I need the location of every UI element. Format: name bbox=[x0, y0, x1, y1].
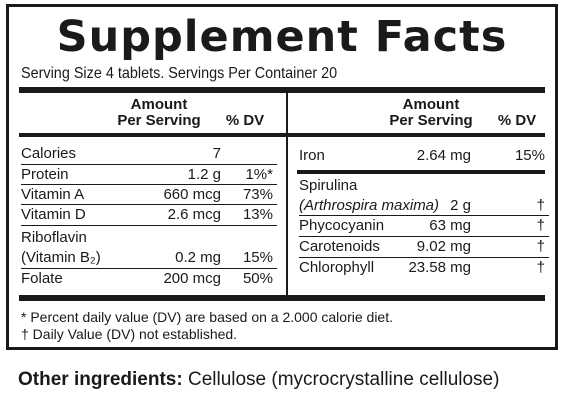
row-amount: 7 bbox=[212, 145, 221, 162]
row-name-line2: (Arthrospira maxima) bbox=[299, 197, 440, 214]
row-name: Carotenoids bbox=[299, 238, 380, 255]
right-dv-header: % DV bbox=[497, 112, 537, 129]
row-amount: 1.2 g bbox=[187, 166, 221, 183]
row-name: Iron bbox=[299, 147, 325, 164]
other-ingredients-label: Other ingredients: bbox=[18, 369, 183, 390]
row-amount: 2.64 mg bbox=[416, 147, 471, 164]
row-divider bbox=[299, 257, 549, 258]
row-name: Vitamin A bbox=[21, 186, 85, 203]
row-dv: † bbox=[536, 197, 545, 214]
row-amount: 0.2 mg bbox=[175, 249, 221, 266]
row-name: Calories bbox=[21, 145, 77, 162]
row-dv: 1%* bbox=[245, 166, 273, 183]
amount-header-line2: Per Serving bbox=[117, 112, 201, 129]
row-name: Spirulina bbox=[299, 177, 358, 194]
row-name: Vitamin D bbox=[21, 206, 86, 223]
right-amount-header: Amount Per Serving bbox=[381, 97, 481, 129]
row-dv: 15% bbox=[242, 249, 273, 266]
row-name: Chlorophyll bbox=[299, 259, 375, 276]
row-amount: 63 mg bbox=[429, 217, 471, 234]
row-divider bbox=[21, 204, 277, 205]
row-dv: † bbox=[536, 259, 545, 276]
divider-header bbox=[19, 133, 545, 137]
row-dv: 50% bbox=[242, 270, 273, 287]
row-divider bbox=[21, 164, 277, 165]
amount-header-line2: Per Serving bbox=[389, 112, 473, 129]
row-divider bbox=[21, 184, 277, 185]
serving-info: Serving Size 4 tablets. Servings Per Con… bbox=[21, 65, 338, 82]
supplement-facts-panel: Supplement Facts Serving Size 4 tablets.… bbox=[6, 4, 558, 350]
panel-title: Supplement Facts bbox=[56, 12, 508, 62]
column-divider bbox=[286, 93, 288, 297]
row-divider bbox=[21, 225, 277, 226]
row-amount: 2 g bbox=[450, 197, 471, 214]
row-amount: 200 mcg bbox=[163, 270, 221, 287]
row-divider bbox=[21, 268, 277, 269]
divider-thick-bottom bbox=[19, 295, 545, 301]
row-amount: 9.02 mg bbox=[416, 238, 471, 255]
row-dv: † bbox=[536, 238, 545, 255]
footnote-dv: * Percent daily value (DV) are based on … bbox=[21, 309, 393, 325]
row-dv: 15% bbox=[514, 147, 545, 164]
row-dv: † bbox=[536, 217, 545, 234]
row-amount: 23.58 mg bbox=[408, 259, 471, 276]
row-dv: 13% bbox=[242, 206, 273, 223]
left-amount-header: Amount Per Serving bbox=[109, 97, 209, 129]
row-divider bbox=[299, 215, 549, 216]
row-amount: 2.6 mcg bbox=[167, 206, 221, 223]
row-name: Riboflavin bbox=[21, 229, 87, 246]
row-dv: 73% bbox=[242, 186, 273, 203]
left-dv-header: % DV bbox=[225, 112, 265, 129]
divider-thick-top bbox=[19, 87, 545, 93]
row-divider bbox=[299, 236, 549, 237]
amount-header-line1: Amount bbox=[130, 96, 188, 113]
row-name: Folate bbox=[21, 270, 63, 287]
row-name: Phycocyanin bbox=[299, 217, 385, 234]
amount-header-line1: Amount bbox=[402, 96, 460, 113]
other-ingredients-text: Cellulose (mycrocrystalline cellulose) bbox=[182, 369, 500, 390]
row-name-line2: (Vitamin B₂) bbox=[21, 249, 101, 266]
divider-right-mid bbox=[297, 170, 545, 174]
row-name: Protein bbox=[21, 166, 69, 183]
row-amount: 660 mcg bbox=[163, 186, 221, 203]
other-ingredients: Other ingredients: Cellulose (mycrocryst… bbox=[18, 368, 499, 392]
footnote-dagger: † Daily Value (DV) not established. bbox=[21, 326, 238, 342]
